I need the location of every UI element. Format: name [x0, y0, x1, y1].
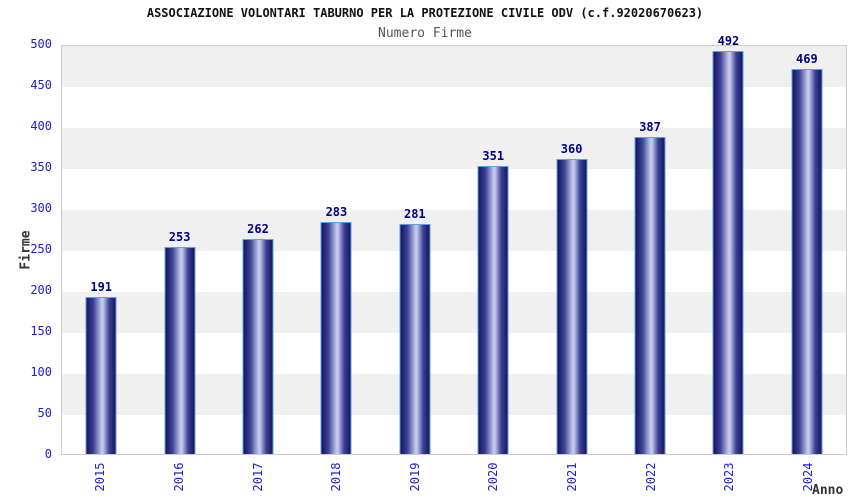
x-tick-label: 2022	[643, 462, 658, 492]
bar-value-label: 351	[482, 149, 505, 163]
x-tick-label: 2021	[564, 462, 579, 492]
bar-value-label: 360	[560, 142, 583, 156]
bar-value-label: 283	[325, 205, 348, 219]
bar-slot-2016: 253	[140, 46, 218, 454]
bar-2017	[242, 239, 274, 454]
y-tick-label: 100	[30, 365, 52, 379]
bar-2015	[85, 297, 117, 454]
y-tick-label: 450	[30, 78, 52, 92]
bar-slot-2020: 351	[454, 46, 532, 454]
y-tick-label: 400	[30, 119, 52, 133]
chart-subtitle: Numero Firme	[378, 26, 472, 41]
x-tick-label: 2018	[329, 462, 344, 492]
bar-2020	[477, 166, 509, 454]
y-tick-label: 150	[30, 324, 52, 338]
bar-2024	[791, 69, 823, 454]
plot-area: 191 253 262 283 281 351 360 387 492 469	[61, 34, 847, 455]
bar-slot-2022: 387	[611, 46, 689, 454]
bars-container: 191 253 262 283 281 351 360 387 492 469	[62, 34, 846, 454]
y-tick-label: 350	[30, 160, 52, 174]
y-tick-label: 300	[30, 201, 52, 215]
bar-2021	[556, 159, 588, 454]
bar-slot-2015: 191	[62, 46, 140, 454]
bar-slot-2019: 281	[376, 46, 454, 454]
y-tick-label: 0	[44, 447, 52, 461]
bar-value-label: 469	[796, 52, 818, 66]
x-axis-title: Anno	[812, 483, 844, 498]
y-tick-label: 500	[30, 37, 52, 51]
bar-value-label: 387	[639, 120, 661, 134]
bar-slot-2018: 283	[297, 46, 375, 454]
x-tick-label: 2017	[250, 462, 265, 492]
y-tick-label: 50	[37, 406, 52, 420]
x-tick-label: 2015	[93, 462, 108, 492]
x-tick-label: 2020	[486, 462, 501, 492]
bar-2022	[634, 137, 666, 454]
bar-2018	[320, 222, 352, 454]
bar-2019	[399, 224, 431, 454]
bar-value-label: 191	[90, 280, 113, 294]
y-tick-label: 200	[30, 283, 52, 297]
bar-value-label: 253	[168, 230, 191, 244]
bar-slot-2023: 492	[689, 34, 767, 454]
bar-value-label: 281	[403, 207, 426, 221]
bar-2016	[164, 247, 196, 454]
bar-slot-2024: 469	[768, 46, 846, 454]
bar-value-label: 492	[717, 34, 740, 48]
bar-slot-2017: 262	[219, 46, 297, 454]
x-tick-label: 2016	[171, 462, 186, 492]
y-tick-label: 250	[30, 242, 52, 256]
x-tick-label: 2023	[722, 462, 737, 492]
bar-value-label: 262	[247, 222, 269, 236]
bar-2023	[712, 51, 744, 454]
x-tick-label: 2019	[407, 462, 422, 492]
bar-slot-2021: 360	[532, 46, 610, 454]
chart-title: ASSOCIAZIONE VOLONTARI TABURNO PER LA PR…	[146, 6, 704, 20]
